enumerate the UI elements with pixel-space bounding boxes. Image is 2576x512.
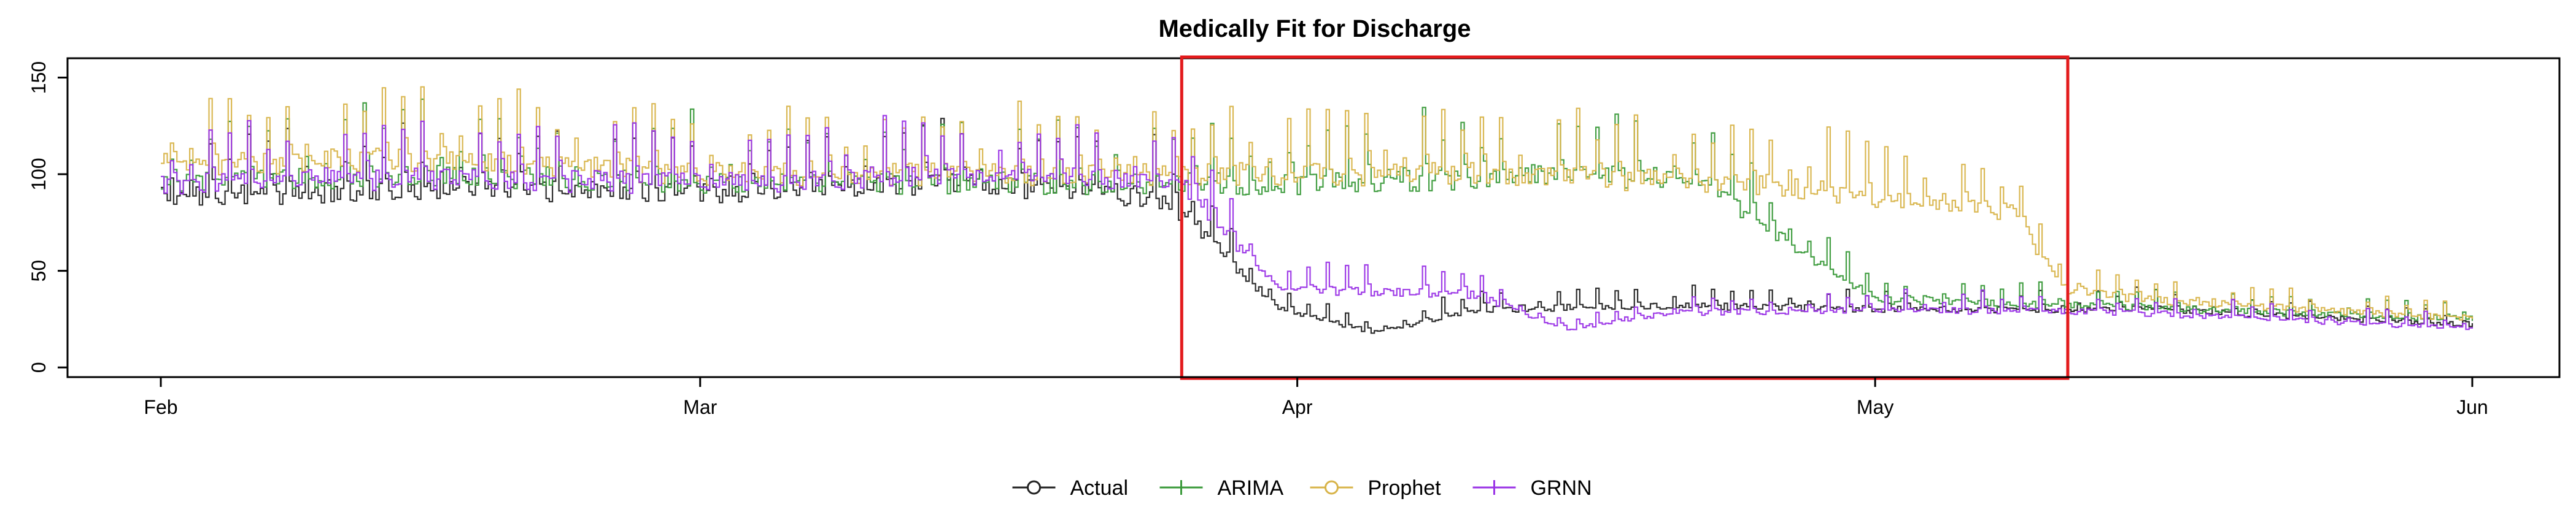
plot-frame [66, 57, 2561, 378]
y-tick-label: 100 [28, 158, 50, 190]
y-tick-label: 150 [28, 61, 50, 94]
legend-label: GRNN [1531, 476, 1592, 500]
legend-item-arima: ARIMA [1159, 476, 1284, 500]
legend: Actual ARIMA Prophet GRNN [1012, 476, 1592, 500]
legend-marker-circle [1027, 480, 1041, 495]
x-tick-label: Jun [2456, 396, 2488, 418]
x-tick-label: Apr [1282, 396, 1313, 418]
legend-item-prophet: Prophet [1310, 476, 1442, 500]
y-axis: 0 50 100 150 [28, 61, 68, 373]
legend-label: ARIMA [1218, 476, 1284, 500]
y-tick-label: 50 [28, 260, 50, 282]
series-layer [161, 86, 2474, 334]
legend-label: Prophet [1368, 476, 1442, 500]
x-axis: Feb Mar Apr May Jun [144, 376, 2488, 418]
highlight-box [1180, 55, 2070, 380]
highlight-layer [1180, 55, 2070, 380]
series-line-prophet [161, 86, 2474, 321]
legend-item-actual: Actual [1012, 476, 1129, 500]
chart-title: Medically Fit for Discharge [1158, 15, 1471, 42]
y-tick-label: 0 [28, 362, 50, 373]
legend-label: Actual [1070, 476, 1129, 500]
series-line-grnn [161, 115, 2474, 331]
x-tick-label: May [1857, 396, 1893, 418]
x-tick-label: Feb [144, 396, 177, 418]
x-tick-label: Mar [683, 396, 717, 418]
legend-marker-circle [1325, 480, 1339, 495]
legend-item-grnn: GRNN [1472, 476, 1592, 500]
